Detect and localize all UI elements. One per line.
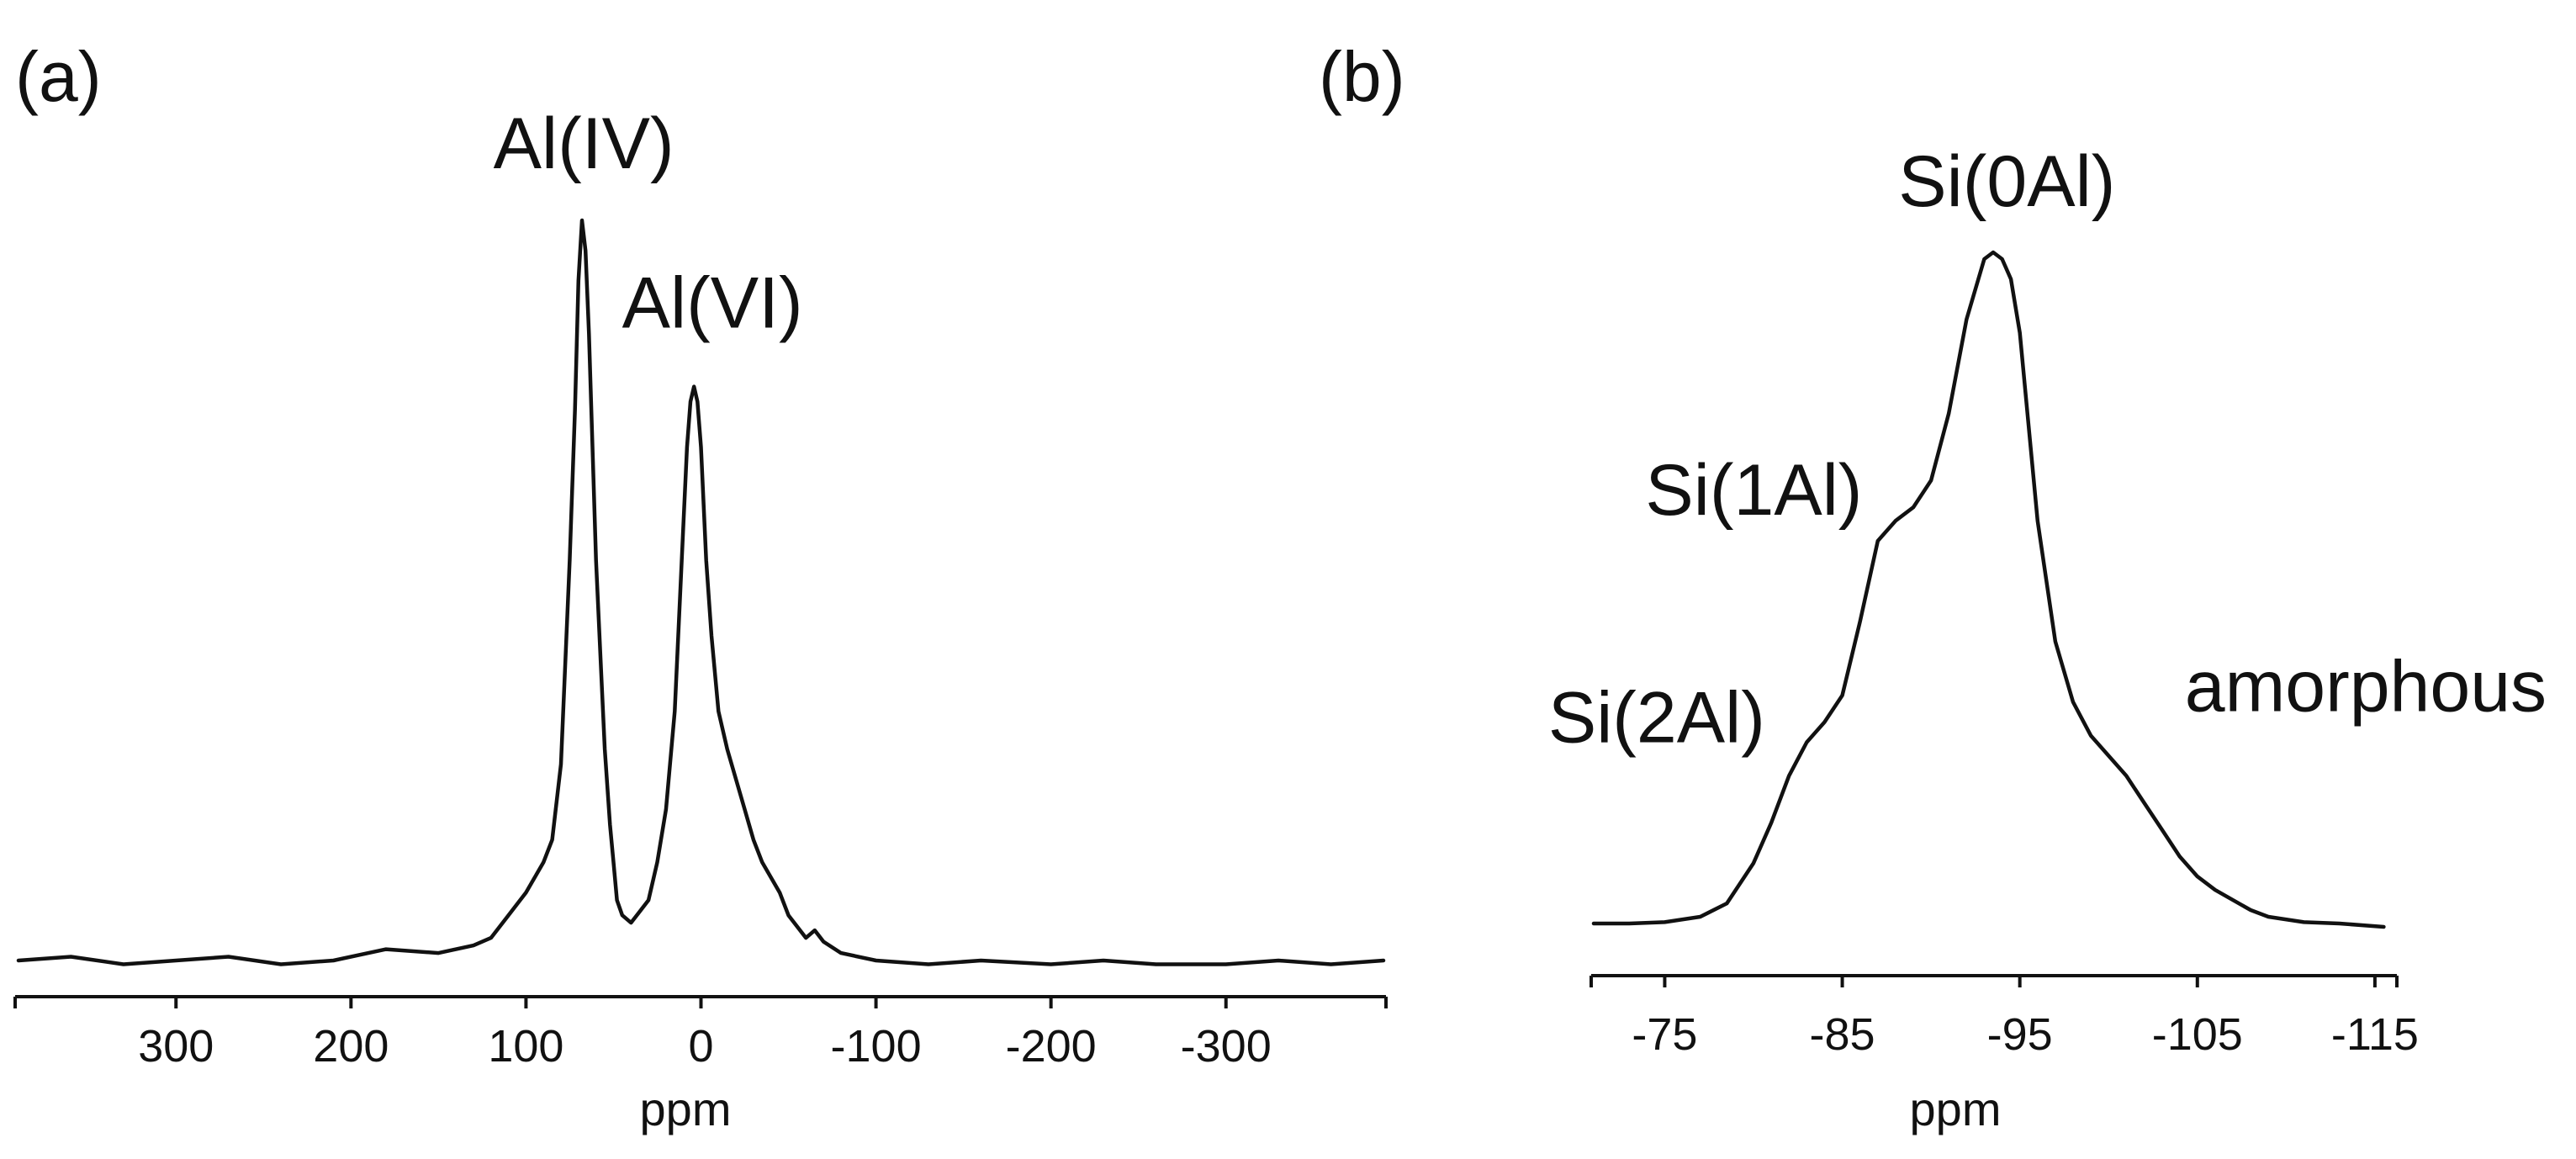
- panel-b-label: (b): [1319, 37, 1405, 116]
- x-tick-label: 200: [313, 1021, 389, 1072]
- panel-a-annotations: Al(IV) Al(VI): [494, 103, 803, 344]
- peak-label: Al(VI): [622, 263, 803, 344]
- peak-label: amorphous: [2185, 647, 2547, 728]
- panel-a-ticks: 300 200 100 0 -100 -200 -300: [13, 995, 1388, 1072]
- panel-b-ticks: -75 -85 -95 -105 -115: [1590, 974, 2419, 1060]
- x-tick-label: -300: [1181, 1021, 1272, 1072]
- peak-label: Si(1Al): [1645, 450, 1862, 531]
- x-tick-label: -75: [1632, 1009, 1697, 1060]
- x-tick-label: -115: [2331, 1009, 2419, 1060]
- spectrum-line: [1591, 250, 2386, 929]
- x-tick-label: -100: [831, 1021, 922, 1072]
- panel-b-x-axis-title: ppm: [1910, 1082, 2002, 1135]
- spectrum-line: [16, 218, 1386, 966]
- panel-a-x-axis-title: ppm: [640, 1082, 732, 1135]
- x-tick-label: -85: [1810, 1009, 1875, 1060]
- panel-b-series: [1591, 250, 2386, 929]
- peak-label: Al(IV): [494, 103, 674, 184]
- peak-label: Si(2Al): [1548, 677, 1765, 758]
- panel-a: (a) 300 200 100 0 -100 -200 -300 Al(IV)Al(VI) …: [13, 37, 1388, 1135]
- x-tick-label: 300: [138, 1021, 214, 1072]
- x-tick-label: -95: [1987, 1009, 2053, 1060]
- x-tick-label: -200: [1006, 1021, 1097, 1072]
- x-tick-label: 0: [688, 1021, 713, 1072]
- panel-a-series: [16, 218, 1386, 966]
- panel-b-annotations: Si(0Al) Si(1Al) Si(2Al) amorphous: [1548, 141, 2547, 758]
- peak-label: Si(0Al): [1898, 141, 2115, 222]
- x-tick-label: 100: [488, 1021, 563, 1072]
- x-tick-label: -105: [2152, 1009, 2243, 1060]
- panel-b: (b) -75 -85 -95 -105 -115 Si(0Al) Si(1Al) Si(2…: [1319, 37, 2547, 1135]
- panel-a-label: (a): [15, 37, 102, 116]
